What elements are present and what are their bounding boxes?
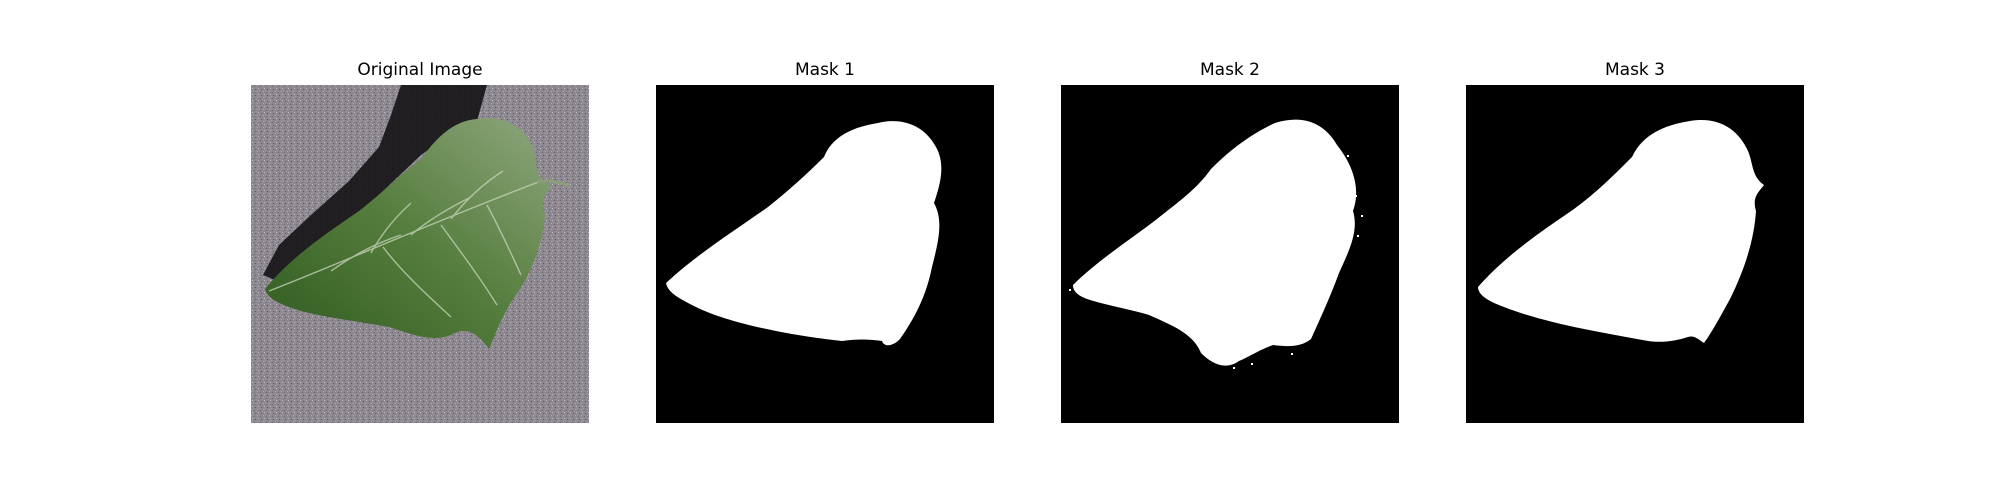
mask-1-title: Mask 1 bbox=[794, 60, 855, 80]
mask-2-image bbox=[1061, 85, 1399, 423]
original-image bbox=[251, 85, 589, 423]
original-image-panel: Original Image bbox=[251, 58, 589, 423]
mask-3-image bbox=[1466, 85, 1804, 423]
mask-3-panel: Mask 3 bbox=[1466, 58, 1804, 423]
mask-1-panel: Mask 1 bbox=[656, 58, 994, 423]
mask-1-image bbox=[656, 85, 994, 423]
mask-2-title: Mask 2 bbox=[1199, 60, 1260, 80]
mask-3-title: Mask 3 bbox=[1604, 60, 1665, 80]
original-image-title: Original Image bbox=[357, 60, 483, 80]
mask-2-panel: Mask 2 bbox=[1061, 58, 1399, 423]
